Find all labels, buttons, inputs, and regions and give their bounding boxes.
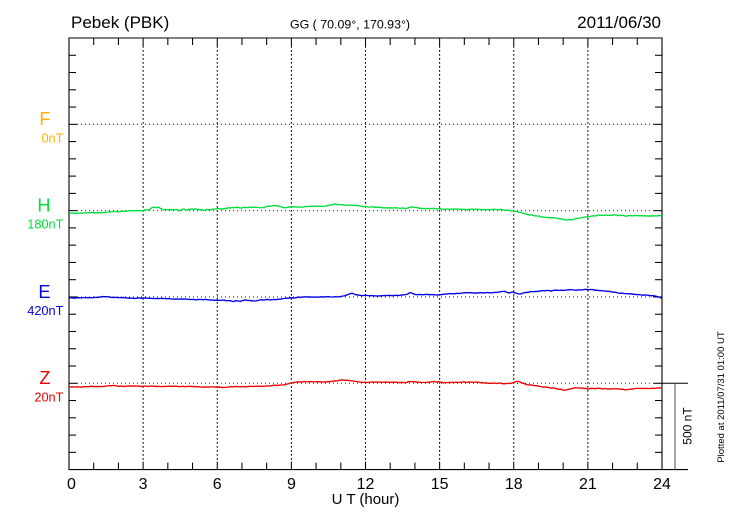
svg-text:GG ( 70.09°, 170.93°): GG ( 70.09°, 170.93°) xyxy=(290,17,410,31)
svg-text:9: 9 xyxy=(287,476,296,493)
svg-text:3: 3 xyxy=(139,476,148,493)
svg-text:500 nT: 500 nT xyxy=(681,407,695,445)
svg-text:20nT: 20nT xyxy=(34,389,63,404)
svg-text:6: 6 xyxy=(213,476,222,493)
svg-text:180nT: 180nT xyxy=(27,217,63,232)
svg-text:Plotted at 2011/07/31 01:00 UT: Plotted at 2011/07/31 01:00 UT xyxy=(716,331,727,463)
svg-text:2011/06/30: 2011/06/30 xyxy=(577,13,661,32)
svg-text:18: 18 xyxy=(505,476,523,493)
svg-text:0: 0 xyxy=(67,476,76,493)
svg-text:24: 24 xyxy=(653,476,671,493)
svg-text:U T (hour): U T (hour) xyxy=(332,491,400,508)
svg-text:H: H xyxy=(37,195,50,215)
svg-text:420nT: 420nT xyxy=(27,303,63,318)
svg-text:21: 21 xyxy=(579,476,597,493)
svg-text:15: 15 xyxy=(431,476,449,493)
svg-text:E: E xyxy=(38,282,50,302)
svg-text:0nT: 0nT xyxy=(41,130,63,145)
svg-text:F: F xyxy=(39,109,50,129)
svg-text:Z: Z xyxy=(39,368,50,388)
svg-text:12: 12 xyxy=(357,476,375,493)
svg-text:Pebek (PBK): Pebek (PBK) xyxy=(71,13,169,32)
